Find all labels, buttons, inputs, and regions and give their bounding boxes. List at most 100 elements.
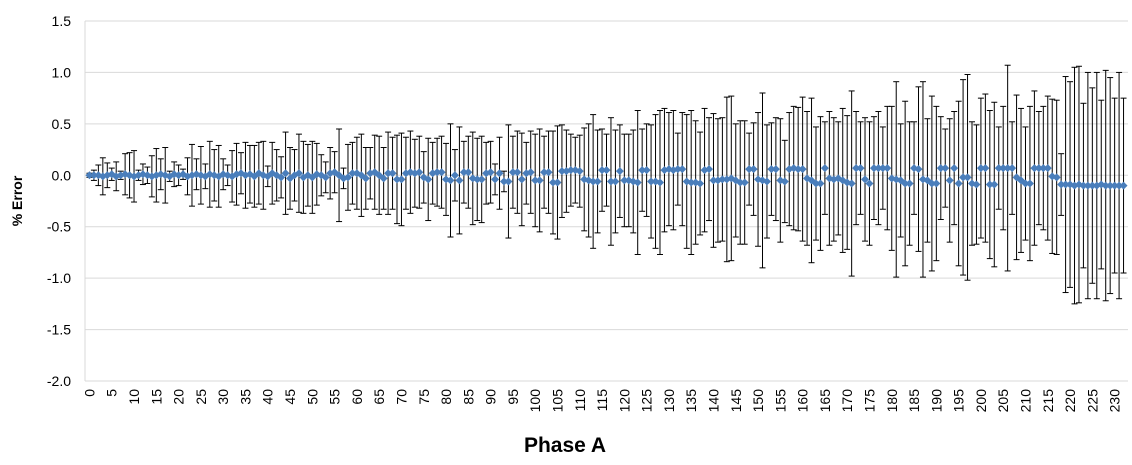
x-tick-label: 180 bbox=[884, 389, 900, 413]
x-tick-label: 170 bbox=[839, 389, 855, 413]
x-tick-label: 215 bbox=[1040, 389, 1056, 413]
marker bbox=[277, 173, 286, 182]
marker bbox=[446, 176, 455, 185]
x-tick-label: 5 bbox=[104, 389, 120, 397]
x-tick-label: 0 bbox=[81, 389, 97, 397]
x-tick-label: 120 bbox=[616, 389, 632, 413]
marker bbox=[415, 168, 424, 177]
marker bbox=[1106, 181, 1115, 190]
y-tick-label: -0.5 bbox=[47, 219, 71, 235]
x-tick-label: 130 bbox=[661, 389, 677, 413]
y-tick-label: -2.0 bbox=[47, 373, 71, 389]
x-tick-label: 150 bbox=[750, 389, 766, 413]
marker bbox=[1003, 164, 1012, 173]
marker bbox=[620, 176, 629, 185]
marker bbox=[740, 178, 749, 187]
marker bbox=[981, 164, 990, 173]
marker bbox=[1088, 181, 1097, 190]
marker bbox=[526, 168, 535, 177]
marker bbox=[1008, 164, 1017, 173]
marker bbox=[464, 168, 473, 177]
marker bbox=[294, 169, 303, 178]
x-tick-label: 10 bbox=[126, 389, 142, 405]
marker bbox=[379, 174, 388, 183]
x-tick-label: 110 bbox=[572, 389, 588, 412]
marker bbox=[508, 168, 517, 177]
x-tick-label: 20 bbox=[171, 389, 187, 405]
marker bbox=[874, 164, 883, 173]
marker bbox=[437, 168, 446, 177]
marker bbox=[687, 178, 696, 187]
marker bbox=[321, 173, 330, 182]
marker bbox=[504, 177, 513, 186]
marker bbox=[615, 167, 624, 176]
marker bbox=[878, 164, 887, 173]
marker bbox=[869, 164, 878, 173]
marker bbox=[811, 179, 820, 188]
marker bbox=[1083, 181, 1092, 190]
marker bbox=[557, 167, 566, 176]
marker bbox=[762, 177, 771, 186]
marker bbox=[602, 166, 611, 175]
x-tick-label: 185 bbox=[906, 389, 922, 413]
marker bbox=[606, 177, 615, 186]
marker bbox=[638, 166, 647, 175]
marker bbox=[905, 179, 914, 188]
marker bbox=[593, 177, 602, 186]
x-tick-label: 145 bbox=[728, 389, 744, 413]
marker bbox=[540, 168, 549, 177]
marker bbox=[513, 168, 522, 177]
marker bbox=[927, 179, 936, 188]
marker bbox=[1052, 173, 1061, 182]
marker bbox=[861, 175, 870, 184]
y-axis-title: % Error bbox=[9, 175, 25, 226]
marker bbox=[709, 176, 718, 185]
marker bbox=[517, 175, 526, 184]
x-tick-label: 195 bbox=[951, 389, 967, 413]
x-tick-label: 105 bbox=[549, 389, 565, 413]
marker bbox=[945, 176, 954, 185]
marker bbox=[856, 164, 865, 173]
marker bbox=[771, 165, 780, 174]
marker bbox=[883, 164, 892, 173]
marker bbox=[767, 165, 776, 174]
marker bbox=[1039, 164, 1048, 173]
marker bbox=[549, 178, 558, 187]
marker bbox=[990, 180, 999, 189]
marker bbox=[798, 165, 807, 174]
marker bbox=[361, 174, 370, 183]
marker bbox=[749, 165, 758, 174]
x-tick-label: 125 bbox=[639, 389, 655, 413]
x-tick-label: 50 bbox=[304, 389, 320, 405]
marker bbox=[985, 180, 994, 189]
x-tick-label: 75 bbox=[416, 389, 432, 405]
marker bbox=[994, 164, 1003, 173]
marker bbox=[642, 166, 651, 175]
marker bbox=[696, 179, 705, 188]
marker bbox=[1025, 179, 1034, 188]
marker bbox=[794, 165, 803, 174]
marker bbox=[450, 171, 459, 180]
x-tick-label: 220 bbox=[1062, 389, 1078, 413]
x-tick-label: 115 bbox=[594, 389, 610, 412]
marker bbox=[281, 169, 290, 178]
marker bbox=[1110, 181, 1119, 190]
marker bbox=[486, 168, 495, 177]
marker bbox=[1061, 180, 1070, 189]
x-tick-label: 55 bbox=[327, 389, 343, 405]
marker bbox=[1119, 181, 1128, 190]
marker bbox=[348, 169, 357, 178]
y-tick-label: 1.5 bbox=[52, 13, 72, 29]
marker bbox=[1057, 180, 1066, 189]
marker bbox=[89, 171, 98, 180]
marker bbox=[780, 177, 789, 186]
marker bbox=[718, 175, 727, 184]
marker bbox=[495, 169, 504, 178]
y-tick-label: -1.0 bbox=[47, 270, 71, 286]
marker bbox=[424, 175, 433, 184]
x-tick-label: 40 bbox=[260, 389, 276, 405]
marker bbox=[633, 178, 642, 187]
x-tick-label: 35 bbox=[237, 389, 253, 405]
x-tick-label: 190 bbox=[928, 389, 944, 413]
